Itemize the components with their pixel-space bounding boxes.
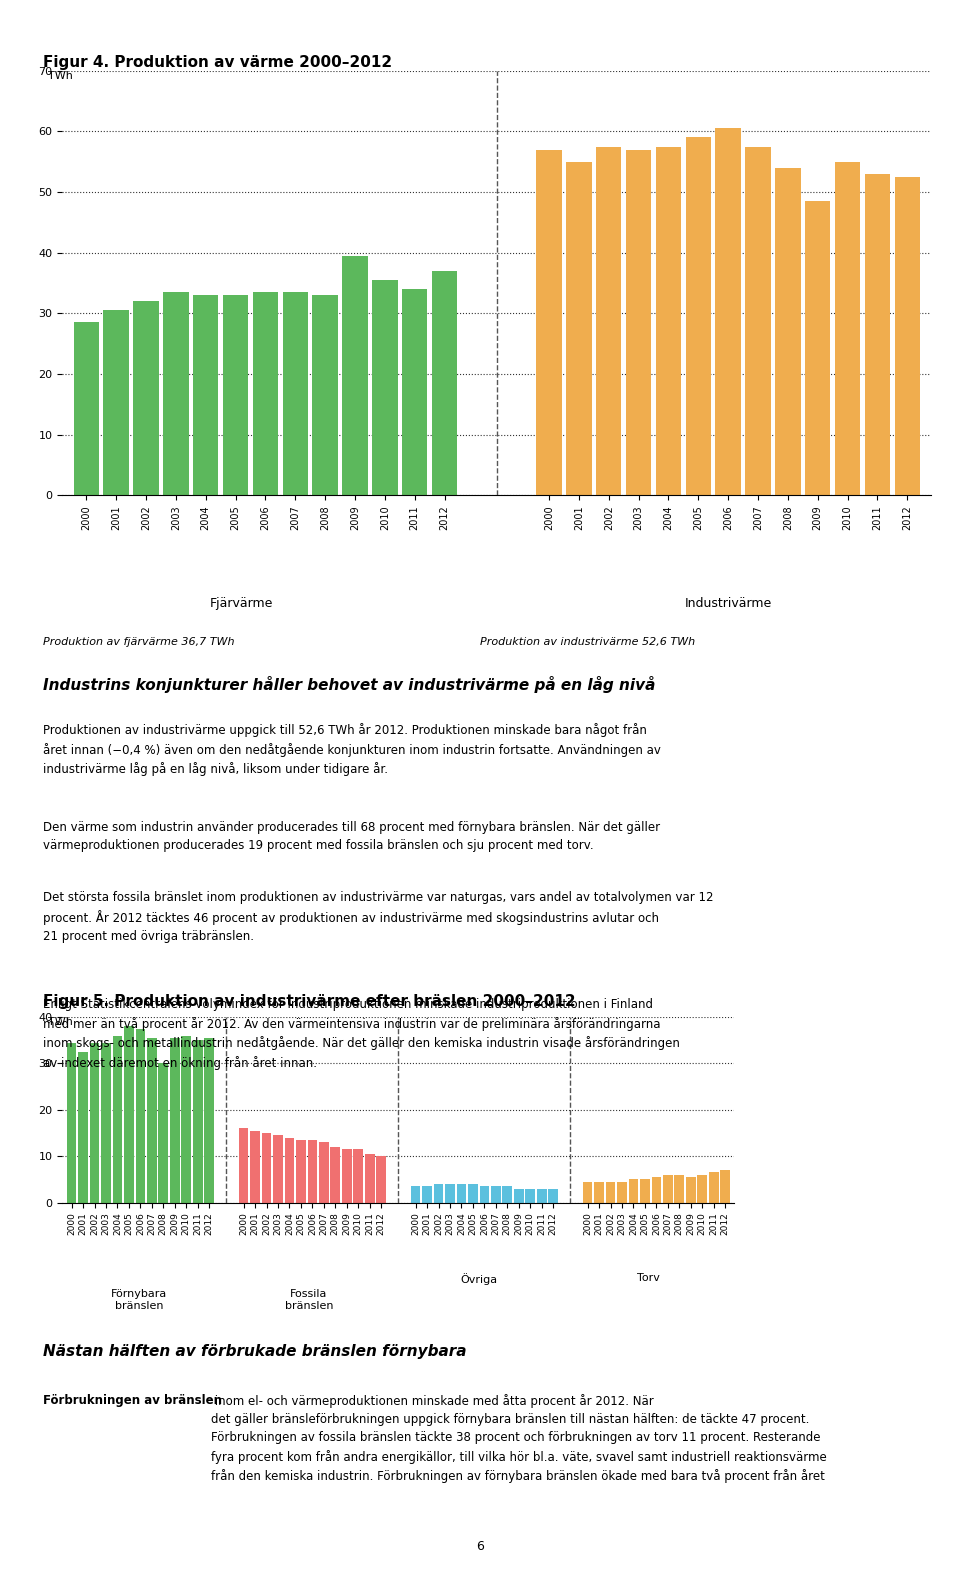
Bar xyxy=(468,1184,478,1203)
Bar xyxy=(525,1188,535,1203)
Text: 6: 6 xyxy=(476,1541,484,1553)
Bar xyxy=(252,292,278,495)
Bar xyxy=(776,168,801,495)
Text: Enligt Statistikcentralens volymindex för industriproduktionen minskade industri: Enligt Statistikcentralens volymindex fö… xyxy=(43,998,680,1069)
Bar xyxy=(566,162,591,495)
Bar xyxy=(193,1041,203,1203)
Bar xyxy=(312,296,338,495)
Bar xyxy=(457,1184,467,1203)
Text: Den värme som industrin använder producerades till 68 procent med förnybara brän: Den värme som industrin använder produce… xyxy=(43,821,660,852)
Bar xyxy=(514,1188,524,1203)
Text: Torv: Torv xyxy=(637,1273,660,1283)
Text: Förbrukningen av bränslen: Förbrukningen av bränslen xyxy=(43,1394,222,1407)
Bar xyxy=(66,1042,77,1203)
Bar xyxy=(626,149,651,495)
Text: Produktion av fjärvärme 36,7 TWh: Produktion av fjärvärme 36,7 TWh xyxy=(43,637,234,646)
Text: inom el- och värmeproduktionen minskade med åtta procent år 2012. När
det gäller: inom el- och värmeproduktionen minskade … xyxy=(211,1394,827,1484)
Text: Fjärvärme: Fjärvärme xyxy=(210,597,274,610)
Bar xyxy=(606,1182,615,1203)
Bar xyxy=(135,1028,145,1203)
Bar xyxy=(112,1036,122,1203)
Bar xyxy=(147,1038,156,1203)
Text: Fossila
bränslen: Fossila bränslen xyxy=(285,1289,333,1311)
Bar xyxy=(193,296,218,495)
Bar xyxy=(223,296,249,495)
Bar xyxy=(652,1177,661,1203)
Bar xyxy=(89,1042,100,1203)
Bar xyxy=(686,1177,696,1203)
Bar xyxy=(480,1187,490,1203)
Bar xyxy=(104,310,129,495)
Bar xyxy=(273,1135,283,1203)
Bar xyxy=(548,1188,558,1203)
Bar xyxy=(204,1038,214,1203)
Bar xyxy=(170,1038,180,1203)
Text: Övriga: Övriga xyxy=(460,1273,497,1286)
Bar xyxy=(163,292,188,495)
Bar xyxy=(372,280,397,495)
Bar xyxy=(697,1174,708,1203)
Bar xyxy=(262,1133,272,1203)
Bar xyxy=(537,1188,546,1203)
Bar xyxy=(675,1174,684,1203)
Bar xyxy=(491,1187,501,1203)
Bar xyxy=(895,176,920,495)
Bar xyxy=(640,1179,650,1203)
Bar xyxy=(124,1027,133,1203)
Bar xyxy=(583,1182,592,1203)
Text: Produktion av industrivärme 52,6 TWh: Produktion av industrivärme 52,6 TWh xyxy=(480,637,695,646)
Bar xyxy=(307,1140,317,1203)
Bar xyxy=(663,1174,673,1203)
Bar xyxy=(685,137,711,495)
Bar xyxy=(158,1063,168,1203)
Bar xyxy=(342,1149,351,1203)
Text: Figur 5. Produktion av industrivärme efter bräslen 2000–2012: Figur 5. Produktion av industrivärme eft… xyxy=(43,994,576,1009)
Bar xyxy=(74,322,99,495)
Bar xyxy=(715,129,741,495)
Bar xyxy=(282,292,308,495)
Bar xyxy=(434,1184,444,1203)
Bar xyxy=(78,1052,88,1203)
Bar xyxy=(101,1042,110,1203)
Bar xyxy=(411,1187,420,1203)
Text: Industrins konjunkturer håller behovet av industrivärme på en låg nivå: Industrins konjunkturer håller behovet a… xyxy=(43,676,656,693)
Text: Förnybara
bränslen: Förnybara bränslen xyxy=(111,1289,167,1311)
Text: TWh: TWh xyxy=(48,1017,73,1027)
Bar xyxy=(596,146,621,495)
Bar xyxy=(343,256,368,495)
Bar xyxy=(656,146,682,495)
Bar xyxy=(629,1179,638,1203)
Bar xyxy=(432,270,457,495)
Bar xyxy=(365,1154,374,1203)
Bar xyxy=(239,1129,249,1203)
Bar xyxy=(805,201,830,495)
Bar xyxy=(720,1170,731,1203)
Bar xyxy=(445,1184,455,1203)
Bar xyxy=(865,174,890,495)
Bar xyxy=(537,149,562,495)
Bar xyxy=(594,1182,604,1203)
Bar xyxy=(181,1036,191,1203)
Bar xyxy=(319,1143,328,1203)
Bar xyxy=(745,146,771,495)
Bar xyxy=(133,302,158,495)
Bar xyxy=(502,1187,513,1203)
Bar xyxy=(402,289,427,495)
Text: Det största fossila bränslet inom produktionen av industrivärme var naturgas, va: Det största fossila bränslet inom produk… xyxy=(43,891,713,943)
Bar xyxy=(353,1149,363,1203)
Bar xyxy=(251,1130,260,1203)
Bar xyxy=(330,1148,340,1203)
Text: Produktionen av industrivärme uppgick till 52,6 TWh år 2012. Produktionen minska: Produktionen av industrivärme uppgick ti… xyxy=(43,723,661,777)
Bar xyxy=(708,1173,719,1203)
Bar xyxy=(284,1138,295,1203)
Text: Industrivärme: Industrivärme xyxy=(684,597,772,610)
Text: Figur 4. Produktion av värme 2000–2012: Figur 4. Produktion av värme 2000–2012 xyxy=(43,55,393,71)
Bar xyxy=(617,1182,627,1203)
Text: TWh: TWh xyxy=(48,71,73,80)
Text: Nästan hälften av förbrukade bränslen förnybara: Nästan hälften av förbrukade bränslen fö… xyxy=(43,1344,467,1360)
Bar xyxy=(835,162,860,495)
Bar xyxy=(422,1187,432,1203)
Bar xyxy=(296,1140,306,1203)
Bar xyxy=(376,1157,386,1203)
